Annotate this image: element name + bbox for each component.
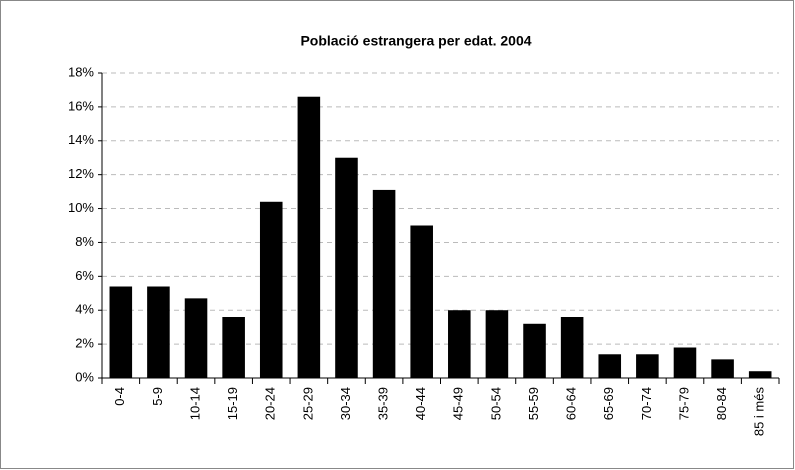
y-tick-label: 6% xyxy=(75,268,94,283)
x-tick-label: 10-14 xyxy=(187,387,202,420)
y-tick-label: 14% xyxy=(68,132,94,147)
y-tick-label: 18% xyxy=(68,64,94,79)
x-tick-label: 70-74 xyxy=(639,387,654,420)
y-tick-label: 0% xyxy=(75,369,94,384)
x-tick-label: 35-39 xyxy=(376,387,391,420)
bar xyxy=(184,298,208,378)
bar xyxy=(222,317,245,378)
y-tick-label: 2% xyxy=(75,336,94,351)
x-tick-label: 55-59 xyxy=(526,387,541,420)
y-tick-label: 10% xyxy=(68,200,94,215)
bar xyxy=(448,310,471,378)
bar xyxy=(711,359,734,378)
bar xyxy=(560,317,584,378)
x-tick-label: 20-24 xyxy=(263,387,278,420)
bar xyxy=(748,371,772,378)
x-tick-label: 0-4 xyxy=(112,387,127,406)
y-tick-label: 16% xyxy=(68,98,94,113)
x-tick-label: 40-44 xyxy=(413,387,428,420)
x-tick-label: 75-79 xyxy=(676,387,691,420)
bar xyxy=(598,354,622,378)
bar xyxy=(259,201,283,378)
bar xyxy=(673,347,697,378)
bar xyxy=(147,286,170,378)
bar xyxy=(636,354,659,378)
y-tick-label: 4% xyxy=(75,302,94,317)
bar xyxy=(335,157,358,378)
x-tick-label: 15-19 xyxy=(225,387,240,420)
bar xyxy=(372,189,396,378)
y-tick-label: 12% xyxy=(68,166,94,181)
chart-title: Població estrangera per edat. 2004 xyxy=(300,33,531,49)
x-tick-label: 5-9 xyxy=(150,387,165,406)
x-tick-label: 65-69 xyxy=(601,387,616,420)
x-tick-label: 50-54 xyxy=(488,387,503,420)
y-tick-label: 8% xyxy=(75,234,94,249)
x-tick-label: 45-49 xyxy=(451,387,466,420)
x-tick-label: 25-29 xyxy=(300,387,315,420)
bar xyxy=(410,225,433,378)
bar xyxy=(523,323,546,378)
bar xyxy=(485,310,509,378)
x-tick-label: 85 i més xyxy=(752,387,767,437)
bar xyxy=(109,286,133,378)
x-tick-label: 30-34 xyxy=(338,387,353,420)
bar xyxy=(297,96,321,378)
x-tick-label: 80-84 xyxy=(714,387,729,420)
x-tick-label: 60-64 xyxy=(564,387,579,420)
